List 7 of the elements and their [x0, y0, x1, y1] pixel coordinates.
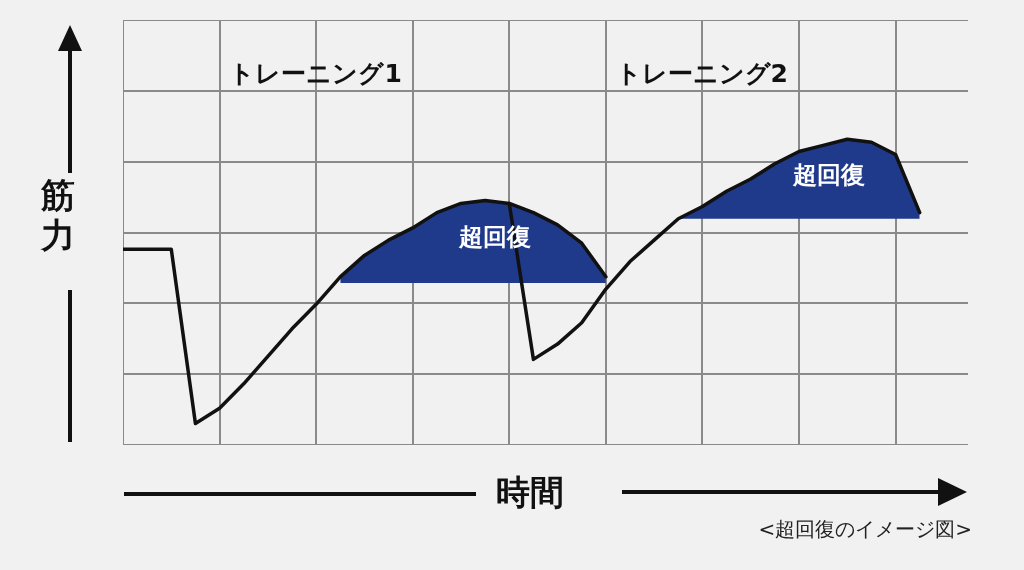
text: トレーニング2: [615, 58, 789, 88]
text: <超回復のイメージ図>: [758, 516, 972, 543]
annotation: 超回復: [791, 161, 865, 190]
x-axis-title: 時間: [495, 471, 565, 514]
text: トレーニング1: [229, 58, 402, 88]
y-axis-title: 筋力: [39, 175, 76, 255]
annotation: 超回復: [457, 223, 531, 252]
